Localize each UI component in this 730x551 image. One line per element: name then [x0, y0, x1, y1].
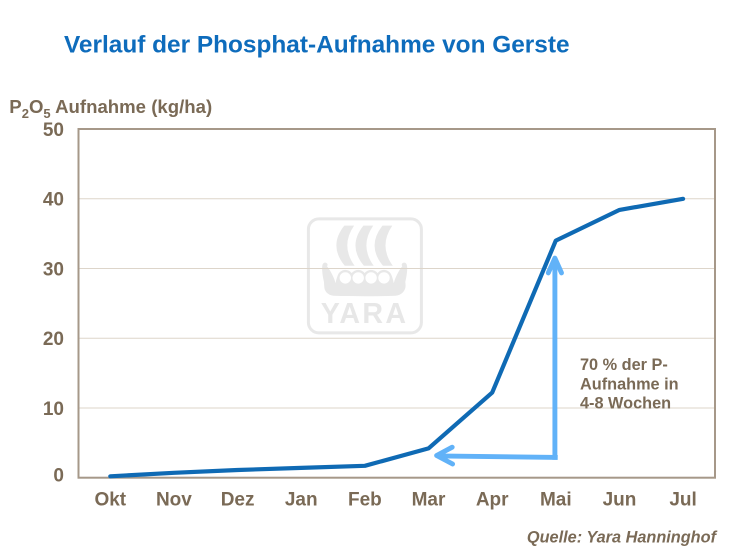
- svg-text:Jul: Jul: [669, 489, 696, 510]
- svg-text:40: 40: [43, 190, 64, 211]
- svg-text:Mai: Mai: [540, 489, 572, 510]
- svg-text:YARA: YARA: [321, 298, 409, 330]
- svg-text:0: 0: [53, 466, 64, 487]
- svg-text:Dez: Dez: [221, 489, 255, 510]
- svg-text:30: 30: [43, 259, 64, 280]
- svg-text:20: 20: [43, 329, 64, 350]
- svg-text:Verlauf der Phosphat-Aufnahme: Verlauf der Phosphat-Aufnahme von Gerste: [64, 31, 570, 58]
- svg-text:50: 50: [43, 120, 64, 141]
- svg-text:P2O5 Aufnahme (kg/ha): P2O5 Aufnahme (kg/ha): [9, 96, 212, 121]
- svg-text:Feb: Feb: [348, 489, 382, 510]
- svg-text:Apr: Apr: [476, 489, 509, 510]
- svg-text:70 % der P-: 70 % der P-: [580, 356, 668, 374]
- svg-text:Okt: Okt: [94, 489, 126, 510]
- svg-text:4-8 Wochen: 4-8 Wochen: [580, 395, 671, 413]
- svg-text:Jun: Jun: [603, 489, 637, 510]
- svg-text:Mar: Mar: [412, 489, 446, 510]
- svg-text:Jan: Jan: [285, 489, 318, 510]
- svg-text:Aufnahme in: Aufnahme in: [580, 375, 679, 393]
- svg-text:Quelle: Yara Hanninghof: Quelle: Yara Hanninghof: [527, 528, 718, 546]
- svg-text:10: 10: [43, 399, 64, 420]
- svg-text:Nov: Nov: [156, 489, 192, 510]
